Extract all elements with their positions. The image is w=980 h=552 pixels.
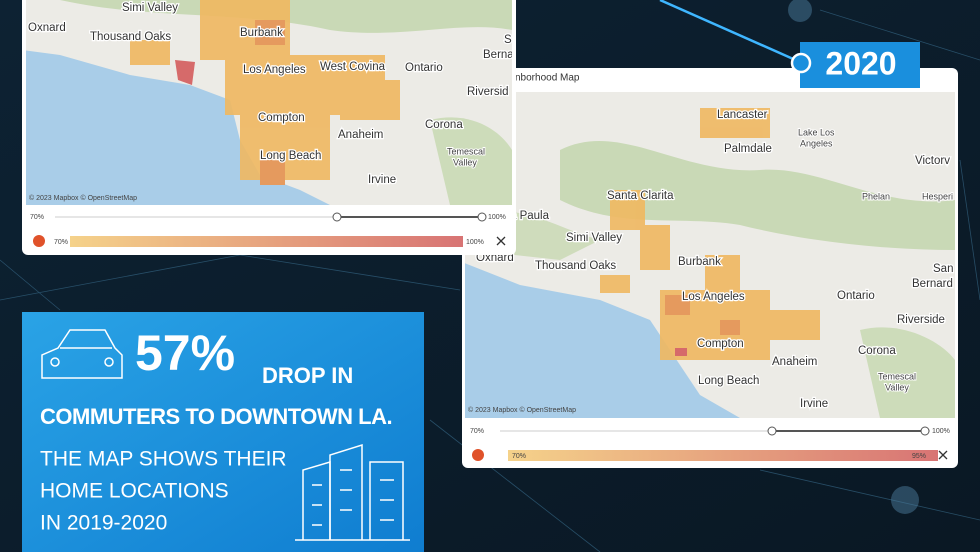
attribution: © 2023 Mapbox © OpenStreetMap [29, 194, 137, 202]
legend-bar [70, 236, 463, 247]
legend-min: 70% [54, 239, 68, 246]
place-label: Compton [258, 112, 305, 124]
place-label: Simi Valley [122, 2, 178, 14]
map [26, 0, 512, 205]
place-labels: Simi Valley Oxnard Thousand Oaks Burbank S Be… [27, 1, 514, 188]
place-label: Long Beach [260, 150, 321, 162]
car-icon [41, 329, 123, 379]
place-label: Corona [425, 119, 463, 131]
place-label: Temescal [447, 146, 485, 156]
place-label: Corona [858, 345, 896, 357]
place-label: Valley [453, 157, 477, 167]
slider-min: 70% [470, 428, 484, 435]
place-label: a Paula [510, 210, 550, 222]
place-label: Thousand Oaks [535, 260, 616, 272]
place-label: Oxnard [28, 22, 66, 34]
slider-max: 100% [932, 428, 950, 435]
place-label: Long Beach [698, 375, 759, 387]
slider-max: 100% [488, 214, 506, 221]
body-line: THE MAP SHOWS THEIR [40, 448, 287, 471]
callout: 57% DROP IN COMMUTERS TO DOWNTOWN LA. TH… [22, 312, 424, 552]
badge-box [800, 42, 920, 88]
body-line: HOME LOCATIONS [40, 480, 229, 503]
big-figure: 57% [135, 325, 235, 381]
slider-min: 70% [30, 214, 44, 221]
place-label: Berna [483, 49, 514, 61]
place-label: Anaheim [338, 129, 383, 141]
slider-handle[interactable] [332, 212, 342, 222]
place-label: Lancaster [717, 109, 768, 121]
place-label: Ontario [405, 62, 443, 74]
body-line: IN 2019-2020 [40, 512, 167, 535]
place-label: Compton [697, 338, 744, 350]
place-label: Victorv [915, 155, 950, 167]
place-label: West Covina [320, 61, 386, 73]
slider-handle[interactable] [477, 212, 487, 222]
place-label: Los Angeles [243, 64, 306, 76]
place-label: Santa Clarita [607, 190, 674, 202]
place-label: Riversid [467, 86, 509, 98]
place-label: Los Angeles [682, 291, 745, 303]
place-label: Angeles [800, 138, 833, 148]
map [465, 92, 955, 418]
dot [788, 0, 812, 22]
place-label: Burbank [678, 256, 721, 268]
info-icon[interactable] [472, 449, 484, 461]
dot [891, 486, 919, 514]
place-label: Phelan [862, 191, 890, 201]
place-label: Irvine [368, 174, 396, 186]
place-label: Thousand Oaks [90, 31, 171, 43]
slider-handle[interactable] [920, 426, 930, 436]
place-label: Palmdale [724, 143, 772, 155]
legend-min: 70% [512, 453, 526, 460]
headline: DROP IN [262, 363, 353, 388]
network-lines [0, 9, 980, 552]
badge-dot [790, 52, 812, 74]
place-label: Bernard [912, 278, 953, 290]
place-label: Simi Valley [566, 232, 622, 244]
legend-max: 95% [912, 453, 926, 460]
place-label: Hesperi [922, 191, 953, 201]
connector-line [659, 0, 801, 64]
place-label: Temescal [878, 371, 916, 381]
legend-max: 100% [466, 239, 484, 246]
map-panel-left: © 2023 Mapbox © OpenStreetMap 70% 100% 7… [22, 0, 516, 255]
place-label: Ontario [837, 290, 875, 302]
info-icon[interactable] [33, 235, 45, 247]
close-button[interactable] [496, 236, 506, 246]
callout-box [22, 312, 424, 552]
place-label: Burbank [240, 27, 283, 39]
close-button[interactable] [938, 450, 948, 460]
place-label: Riverside [897, 314, 945, 326]
building-icon [295, 443, 410, 541]
place-label: Anaheim [772, 356, 817, 368]
slider-handle[interactable] [767, 426, 777, 436]
panel-title: nborhood Map [515, 73, 580, 84]
headline: COMMUTERS TO DOWNTOWN LA. [40, 404, 392, 429]
legend-bar [508, 450, 938, 461]
attribution: © 2023 Mapbox © OpenStreetMap [468, 406, 576, 414]
place-label: Irvine [800, 398, 828, 410]
place-label: Lake Los [798, 127, 835, 137]
place-label: Valley [885, 382, 909, 392]
map-panel-right: nborhood Map © 2023 Mapbox © OpenStreetM… [462, 68, 958, 468]
place-label: San [933, 263, 953, 275]
badge-text: 2020 [825, 45, 896, 81]
place-label: S [504, 34, 512, 46]
year-badge: 2020 [790, 42, 920, 88]
